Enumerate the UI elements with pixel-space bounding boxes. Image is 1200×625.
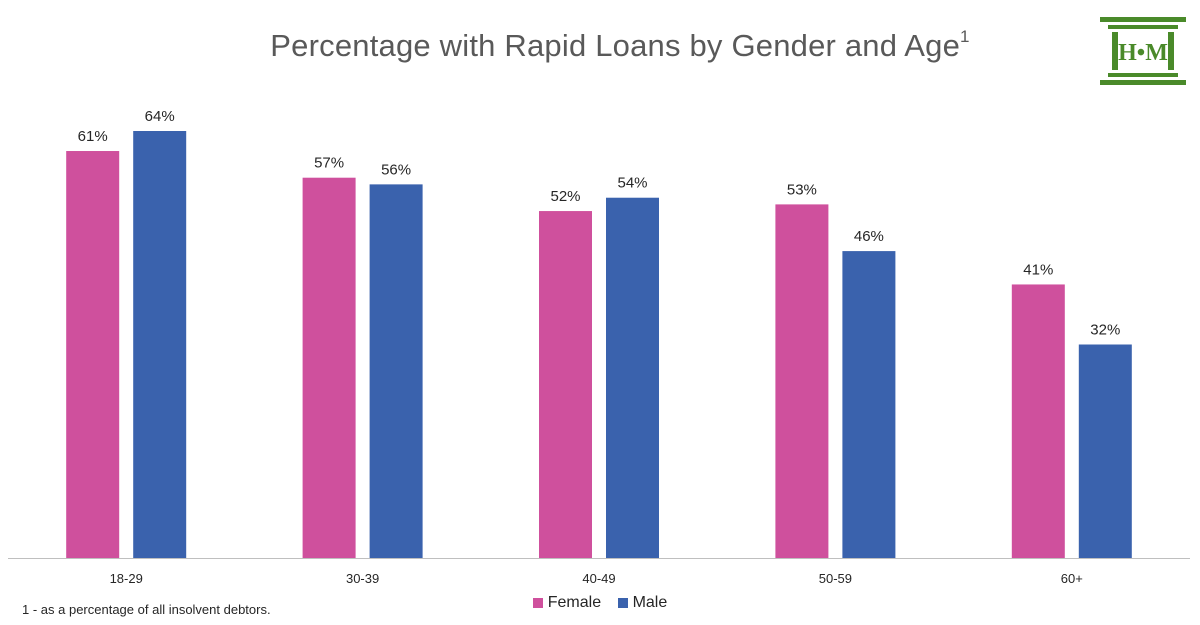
data-label-male-18-29: 64% xyxy=(145,108,175,125)
data-label-female-50-59: 53% xyxy=(787,181,817,198)
legend-item-female: Female xyxy=(532,594,602,612)
data-label-male-40-49: 54% xyxy=(617,175,647,192)
data-label-female-60: 41% xyxy=(1023,261,1053,278)
chart-title: Percentage with Rapid Loans by Gender an… xyxy=(0,26,1200,64)
bar-male-18-29 xyxy=(133,131,187,558)
bar-male-50-59 xyxy=(842,251,896,558)
hm-logo-icon: H•M xyxy=(1100,17,1186,85)
legend-item-male: Male xyxy=(617,594,668,612)
x-tick-label-60: 60+ xyxy=(1061,571,1083,586)
x-tick-label-18-29: 18-29 xyxy=(110,571,143,586)
data-label-male-30-39: 56% xyxy=(381,161,411,178)
bar-male-30-39 xyxy=(369,184,423,558)
data-label-female-40-49: 52% xyxy=(550,188,580,205)
chart-title-text: Percentage with Rapid Loans by Gender an… xyxy=(270,28,961,63)
bar-female-18-29 xyxy=(66,151,120,558)
bar-female-40-49 xyxy=(539,211,592,558)
legend-swatch-female xyxy=(532,598,543,608)
x-tick-label-30-39: 30-39 xyxy=(346,571,379,586)
title-footnote-marker: 1 xyxy=(960,26,970,46)
footnote: 1 - as a percentage of all insolvent deb… xyxy=(22,602,271,617)
data-label-male-50-59: 46% xyxy=(854,228,884,245)
bar-female-30-39 xyxy=(302,177,356,558)
bar-female-50-59 xyxy=(775,204,829,558)
legend-label-male: Male xyxy=(632,594,668,611)
bar-female-60 xyxy=(1011,284,1065,558)
data-label-female-18-29: 61% xyxy=(78,128,108,145)
svg-text:H•M: H•M xyxy=(1118,40,1168,66)
legend-swatch-male xyxy=(617,598,628,608)
x-tick-label-50-59: 50-59 xyxy=(819,571,852,586)
legend-label-female: Female xyxy=(547,594,602,611)
x-tick-label-40-49: 40-49 xyxy=(582,571,615,586)
chart-legend: Female Male xyxy=(0,594,1200,613)
data-label-female-30-39: 57% xyxy=(314,155,344,172)
data-label-male-60: 32% xyxy=(1090,322,1120,339)
bar-male-60 xyxy=(1078,344,1132,558)
bar-male-40-49 xyxy=(606,197,659,558)
